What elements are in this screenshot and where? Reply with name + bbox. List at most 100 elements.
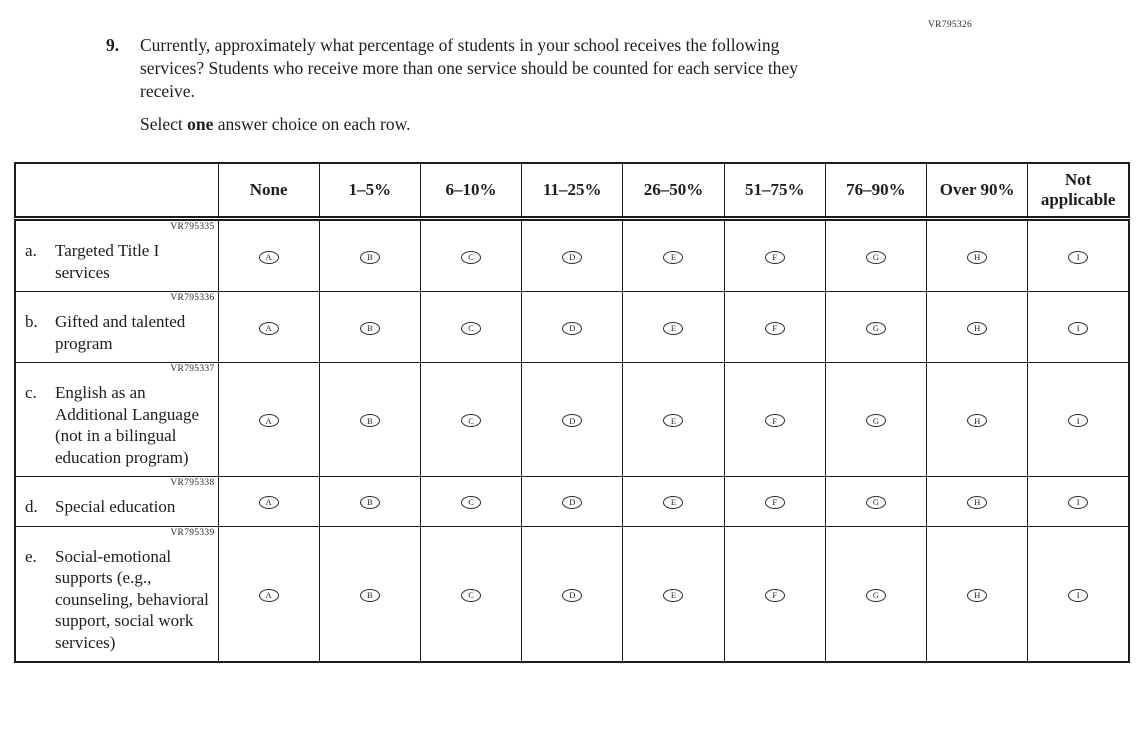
row-letter: c. [25,383,37,402]
answer-bubble-a-i[interactable]: I [1068,250,1089,264]
answer-cell-e-d: D [521,525,624,663]
answer-bubble-d-i[interactable]: I [1068,496,1089,509]
answer-cell-b-c: C [419,291,523,363]
header-row: None 1–5% 6–10% 11–25% 26–50% 51–75% 76–90% Ove… [14,162,1130,221]
answer-bubble-e-i[interactable]: I [1068,588,1089,602]
answer-cell-d-a: A [217,476,320,527]
answer-cell-e-g: G [824,525,928,663]
answer-cell-b-a: A [217,291,320,363]
answer-bubble-e-a[interactable]: A [258,588,279,602]
answer-cell-e-a: A [217,525,320,663]
answer-cell-d-d: D [521,476,624,527]
row-letter: a. [25,241,37,260]
answer-bubble-e-d[interactable]: D [562,588,583,602]
service-row-c: VR795337 c. English as an Additional Langu… [14,362,1130,477]
answer-cell-c-i: I [1027,362,1130,477]
answer-bubble-c-e[interactable]: E [663,414,684,428]
answer-cell-e-f: F [723,525,826,663]
answer-cell-c-a: A [217,362,320,477]
answer-cell-a-g: G [824,218,928,292]
answer-bubble-c-b[interactable]: B [359,414,380,428]
row-letter: d. [25,497,38,516]
answer-cell-c-h: H [926,362,1029,477]
answer-bubble-b-c[interactable]: C [461,321,482,335]
answer-bubble-a-h[interactable]: H [967,250,988,264]
answer-bubble-d-g[interactable]: G [865,496,886,509]
answer-bubble-d-c[interactable]: C [461,496,482,509]
answer-bubble-c-g[interactable]: G [865,414,886,428]
answer-bubble-c-d[interactable]: D [562,414,583,428]
answer-bubble-b-a[interactable]: A [258,321,279,335]
row-item: d. Special education [16,496,218,518]
row-label: Special education [55,497,176,516]
answer-bubble-b-d[interactable]: D [562,321,583,335]
answer-cell-d-b: B [318,476,421,527]
column-header-11-25: 11–25% [521,162,624,221]
answer-bubble-e-h[interactable]: H [967,588,988,602]
instruction-text: Select one answer choice on each row. [140,113,1137,136]
row-label: Social-emotional supports (e.g., counsel… [55,546,209,652]
column-header-51-75: 51–75% [723,162,826,221]
answer-bubble-d-a[interactable]: A [258,496,279,509]
answer-bubble-e-b[interactable]: B [359,588,380,602]
answer-bubble-a-c[interactable]: C [461,250,482,264]
row-vr-code: VR795339 [170,527,215,538]
answer-cell-d-f: F [723,476,826,527]
answer-cell-c-c: C [419,362,523,477]
answer-bubble-b-b[interactable]: B [359,321,380,335]
answer-cell-a-a: A [217,218,320,292]
answer-cell-d-c: C [419,476,523,527]
answer-cell-d-g: G [824,476,928,527]
answer-bubble-e-c[interactable]: C [461,588,482,602]
row-label: English as an Additional Language (not i… [55,383,199,467]
answer-bubble-b-i[interactable]: I [1068,321,1089,335]
instruction-suffix: answer choice on each row. [213,114,411,134]
answer-bubble-b-h[interactable]: H [967,321,988,335]
answer-bubble-b-g[interactable]: G [865,321,886,335]
answer-bubble-d-b[interactable]: B [359,496,380,509]
row-item: a. Targeted Title I services [16,240,218,283]
answer-cell-a-d: D [521,218,624,292]
answer-bubble-e-g[interactable]: G [865,588,886,602]
answer-cell-c-d: D [521,362,624,477]
answer-bubble-b-e[interactable]: E [663,321,684,335]
service-row-e: VR795339 e. Social-emotional supports (e.g… [14,525,1130,663]
answer-bubble-d-e[interactable]: E [663,496,684,509]
answer-cell-c-f: F [723,362,826,477]
row-label-cell: VR795339 e. Social-emotional supports (e.g… [14,525,219,663]
answer-bubble-c-h[interactable]: H [967,414,988,428]
answer-cell-e-i: I [1027,525,1130,663]
answer-bubble-c-c[interactable]: C [461,414,482,428]
answer-bubble-e-e[interactable]: E [663,588,684,602]
service-row-b: VR795336 b. Gifted and talented program A B C… [14,291,1130,363]
answer-cell-c-g: G [824,362,928,477]
question-block: 9. Currently, approximately what percent… [106,34,1137,103]
form-code: VR795326 [928,20,973,30]
answer-bubble-a-a[interactable]: A [258,250,279,264]
answer-bubble-e-f[interactable]: F [764,588,785,602]
row-letter: e. [25,546,37,566]
column-header-26-50: 26–50% [622,162,725,221]
row-label-header [14,162,219,221]
answer-bubble-a-d[interactable]: D [562,250,583,264]
answer-cell-e-c: C [419,525,523,663]
answer-bubble-a-b[interactable]: B [359,250,380,264]
answer-bubble-c-i[interactable]: I [1068,414,1089,428]
answer-cell-b-b: B [318,291,421,363]
answer-bubble-c-f[interactable]: F [764,414,785,428]
answer-bubble-a-f[interactable]: F [764,250,785,264]
answer-cell-d-e: E [622,476,725,527]
answer-bubble-d-d[interactable]: D [562,496,583,509]
answer-bubble-c-a[interactable]: A [258,414,279,428]
column-header-1-5: 1–5% [318,162,421,221]
answer-bubble-a-e[interactable]: E [663,250,684,264]
answer-bubble-b-f[interactable]: F [764,321,785,335]
answer-bubble-d-f[interactable]: F [764,496,785,509]
row-item: b. Gifted and talented program [16,311,218,354]
answer-bubble-d-h[interactable]: H [967,496,988,509]
answer-cell-b-f: F [723,291,826,363]
answer-bubble-a-g[interactable]: G [865,250,886,264]
answer-cell-b-i: I [1027,291,1130,363]
row-vr-code: VR795335 [170,222,215,232]
